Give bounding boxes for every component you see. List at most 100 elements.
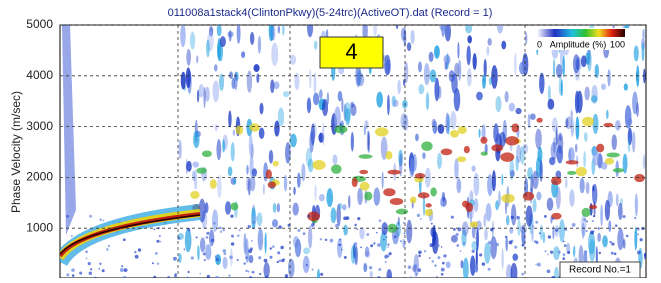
texture-streak xyxy=(470,255,476,275)
y-tick-label: 1000 xyxy=(26,220,53,234)
texture-dot xyxy=(279,259,282,262)
texture-streak xyxy=(295,239,301,257)
texture-streak xyxy=(616,193,619,206)
texture-streak xyxy=(502,248,504,269)
texture-dot xyxy=(637,233,639,235)
texture-dot xyxy=(535,221,538,224)
texture-streak xyxy=(434,45,440,58)
texture-blob xyxy=(387,170,400,175)
texture-blob xyxy=(383,188,395,196)
texture-streak xyxy=(580,178,585,193)
texture-dot xyxy=(417,214,420,217)
texture-streak xyxy=(505,91,509,103)
texture-blob xyxy=(512,123,520,132)
texture-streak xyxy=(273,26,276,41)
texture-dot xyxy=(270,247,272,249)
texture-dot xyxy=(386,236,388,238)
texture-streak xyxy=(331,207,337,223)
texture-dot xyxy=(453,228,456,231)
texture-streak xyxy=(515,108,521,114)
texture-streak xyxy=(490,236,497,259)
texture-streak xyxy=(573,54,580,73)
texture-dot xyxy=(420,218,422,220)
texture-streak xyxy=(575,144,578,153)
record-label: Record No.=1 xyxy=(569,265,631,276)
texture-streak xyxy=(592,185,594,192)
texture-blob xyxy=(613,168,624,172)
texture-streak xyxy=(229,30,232,42)
texture-streak xyxy=(466,45,470,65)
texture-dot xyxy=(443,254,446,257)
texture-streak xyxy=(205,244,211,260)
texture-streak xyxy=(359,227,364,239)
texture-blob xyxy=(523,192,534,201)
texture-dot xyxy=(593,215,595,217)
texture-streak xyxy=(553,59,555,78)
texture-streak xyxy=(635,193,638,216)
texture-dot xyxy=(404,232,406,234)
texture-dot xyxy=(460,250,462,252)
y-tick-label: 4000 xyxy=(26,68,53,82)
texture-streak xyxy=(457,42,459,59)
texture-dot xyxy=(353,242,357,246)
texture-blob xyxy=(491,144,503,151)
texture-dot xyxy=(205,236,208,239)
texture-streak xyxy=(583,151,586,168)
texture-streak xyxy=(642,29,645,41)
texture-streak xyxy=(217,175,222,198)
window-title: 011008a1stack4(ClintonPkwy)(5-24trc)(Act… xyxy=(168,7,493,19)
texture-streak xyxy=(403,115,408,131)
colorbar-label: Amplitude (%) xyxy=(550,39,607,49)
texture-streak xyxy=(337,239,343,258)
texture-streak xyxy=(591,95,598,102)
texture-blob xyxy=(481,152,488,156)
texture-dot xyxy=(558,251,561,254)
texture-streak xyxy=(472,165,476,171)
texture-dot xyxy=(312,269,314,271)
texture-dot xyxy=(248,225,251,228)
texture-blob xyxy=(312,160,325,170)
texture-streak xyxy=(528,114,531,129)
texture-dot xyxy=(157,263,159,265)
texture-streak xyxy=(387,95,390,116)
texture-streak xyxy=(269,150,273,164)
texture-streak xyxy=(294,73,299,90)
texture-dot xyxy=(188,271,190,273)
texture-streak xyxy=(473,173,479,196)
texture-dot xyxy=(430,243,434,247)
y-tick-label: 2000 xyxy=(26,170,53,184)
texture-streak xyxy=(223,257,228,269)
texture-streak xyxy=(571,118,574,137)
texture-dot xyxy=(552,217,554,219)
texture-streak xyxy=(282,22,284,35)
badge-label: 4 xyxy=(345,39,357,64)
texture-dot xyxy=(640,238,643,241)
texture-streak xyxy=(617,228,623,250)
texture-streak xyxy=(526,205,533,226)
texture-streak xyxy=(259,128,265,139)
texture-dot xyxy=(385,261,387,263)
texture-streak xyxy=(422,152,425,159)
texture-dot xyxy=(511,216,514,219)
texture-dot xyxy=(231,242,234,245)
texture-dot xyxy=(160,241,162,243)
texture-dot xyxy=(441,273,444,276)
texture-streak xyxy=(557,145,563,163)
texture-dot xyxy=(417,268,421,272)
texture-dot xyxy=(272,245,275,248)
texture-dot xyxy=(219,226,222,229)
texture-dot xyxy=(597,227,599,229)
texture-streak xyxy=(233,177,236,185)
texture-blob xyxy=(470,221,478,227)
texture-streak xyxy=(314,40,317,49)
texture-dot xyxy=(277,261,279,263)
texture-streak xyxy=(418,84,424,94)
texture-streak xyxy=(181,72,186,90)
texture-streak xyxy=(586,182,590,194)
texture-streak xyxy=(256,73,259,83)
texture-dot xyxy=(472,250,475,253)
texture-dot xyxy=(138,248,141,251)
texture-streak xyxy=(497,19,503,34)
texture-dot xyxy=(572,223,576,227)
texture-streak xyxy=(250,176,256,192)
